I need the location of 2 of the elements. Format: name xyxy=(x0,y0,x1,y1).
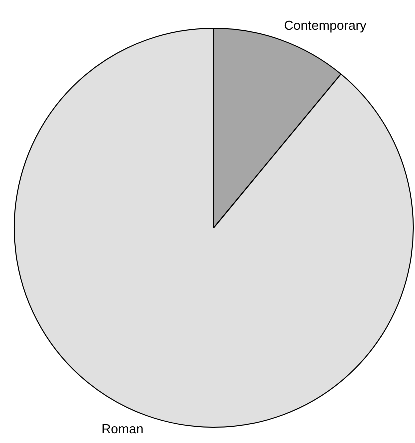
slice-label: Roman xyxy=(102,421,144,436)
slice-label: Contemporary xyxy=(284,18,368,33)
